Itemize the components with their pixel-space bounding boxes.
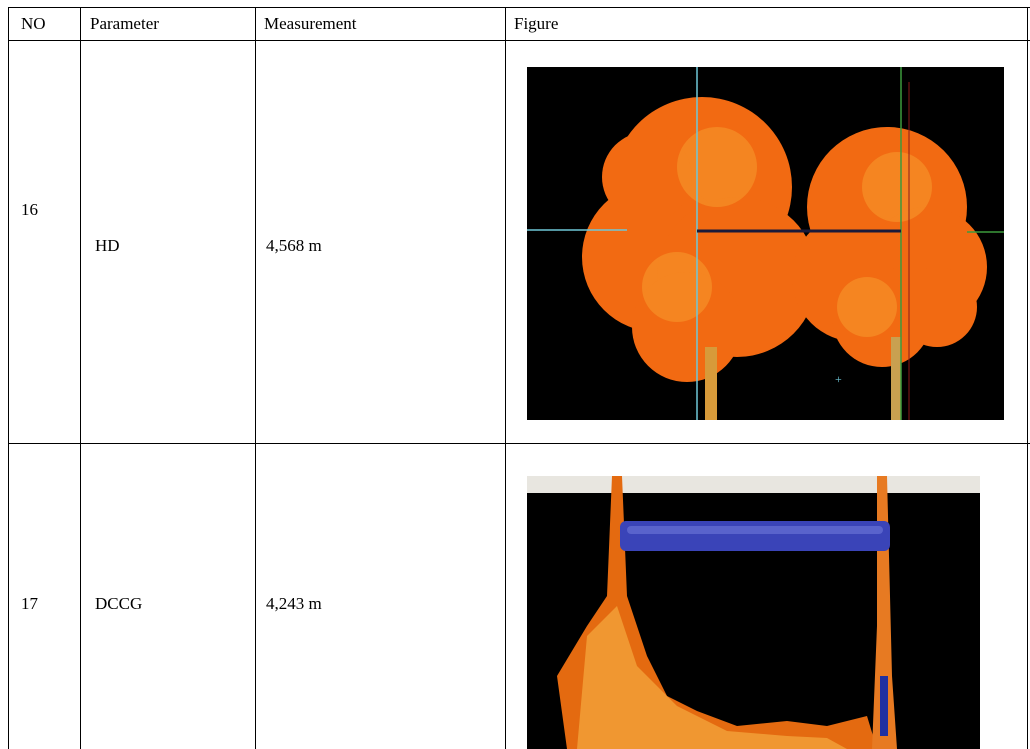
cell: 4,243 m — [266, 594, 322, 614]
rule — [80, 7, 81, 749]
rule — [505, 7, 506, 749]
cell: 16 — [21, 200, 38, 220]
cell: DCCG — [95, 594, 142, 614]
header-cell: Measurement — [264, 14, 357, 34]
figure-dccg — [527, 476, 980, 749]
header-cell: Figure — [514, 14, 558, 34]
rule — [8, 443, 1030, 444]
cell: 17 — [21, 594, 38, 614]
header-cell: NO — [21, 14, 46, 34]
header-cell: Parameter — [90, 14, 159, 34]
rule — [8, 7, 1030, 8]
cell: 4,568 m — [266, 236, 322, 256]
rule — [8, 40, 1030, 41]
svg-text:+: + — [835, 372, 842, 386]
cell: HD — [95, 236, 120, 256]
rule — [1027, 7, 1028, 749]
rule — [8, 7, 9, 749]
rule — [255, 7, 256, 749]
figure-trees: + — [527, 67, 1004, 420]
page: NO Parameter Measurement Figure 16 HD 4,… — [0, 0, 1030, 749]
